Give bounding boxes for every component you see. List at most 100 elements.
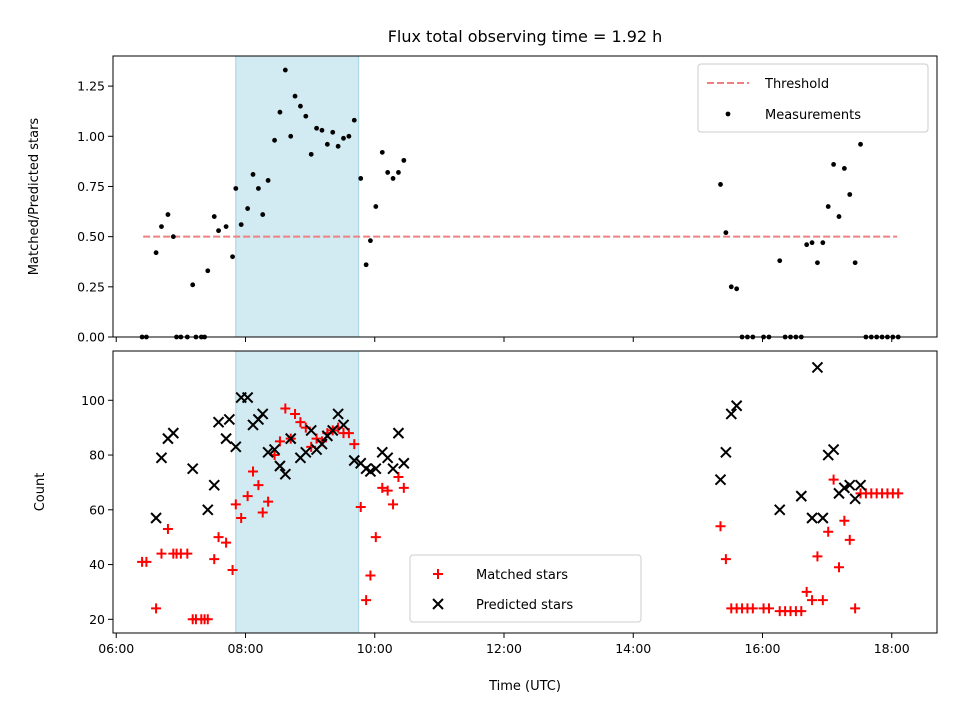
measurement-point [728,284,734,290]
matched-star-point [151,603,162,614]
predicted-star-point [398,457,410,469]
predicted-star-point [316,438,328,450]
measurement-point [256,186,261,191]
predicted-star-point [202,504,214,516]
measurement-point [358,176,364,181]
measurement-point [298,103,303,109]
measurement-point [165,212,171,217]
matched-star-point [720,554,731,565]
measurement-point [330,129,336,135]
matched-star-point [812,551,823,562]
measurement-point [205,268,211,274]
measurement-point [346,133,352,139]
predicted-star-point [262,446,274,459]
matched-star-point [182,548,193,559]
top-legend-box [697,63,929,133]
measurement-point [211,214,217,219]
predicted-star-point [348,454,360,467]
predicted-star-point [392,427,405,439]
top-y-tick-label: 0.25 [77,279,105,294]
measurement-point [314,125,319,131]
matched-star-point [242,491,253,502]
top-y-tick-label: 0.75 [77,179,105,194]
measurement-point [223,224,229,230]
measurement-point [170,234,176,240]
top-y-tick-label: 0.00 [77,330,105,345]
measurement-point [303,113,309,119]
predicted-star-point [827,443,840,456]
predicted-star-point [838,482,851,494]
matched-star-point [221,537,232,548]
matched-star-point [290,408,301,419]
matched-star-point [311,433,322,444]
bottom-y-tick-label: 60 [89,502,105,517]
matched-star-point [833,562,844,573]
measurement-point [324,141,330,147]
matched-star-point [349,439,360,450]
measurement-point [233,186,239,191]
predicted-star-point [774,504,786,516]
predicted-star-point [230,441,242,453]
x-tick-label: 14:00 [615,641,651,656]
matched-star-point [343,428,354,439]
top-y-tick-label: 1.25 [77,79,105,94]
measurement-point [804,242,810,248]
measurement-point [718,182,723,187]
x-axis-label: Time (UTC) [488,679,561,694]
top-legend: Threshold Measurements [697,63,929,133]
measurement-point [825,204,831,209]
bottom-y-axis-label: Count [33,473,48,512]
predicted-star-point [208,479,220,491]
measurement-point [351,117,357,123]
predicted-star-point [364,465,377,478]
measurement-point [777,258,783,264]
matched-star-point [839,515,850,526]
measurement-point [277,109,283,115]
measurement-point [815,260,820,266]
predicted-star-point [155,452,168,464]
x-tick-label: 10:00 [357,641,393,656]
predicted-star-point [212,416,225,428]
matched-star-point [715,521,726,532]
x-tick-label: 08:00 [227,641,263,656]
measurement-point [379,149,385,155]
matched-star-point [763,603,774,614]
measurement-point [401,157,407,163]
top-y-tick-label: 0.50 [77,229,105,244]
predicted-star-point [806,512,818,524]
measurement-point [836,214,842,219]
measurement-point [282,67,288,73]
matched-star-point [382,485,393,496]
matched-star-point [227,565,238,576]
bottom-y-tick-label: 20 [89,612,105,627]
matched-star-point [236,513,247,524]
predicted-star-point [150,512,162,524]
matched-star-point [361,595,372,606]
top-y-axis-label: Matched/Predicted stars [27,118,42,276]
top-y-tick-label: 1.00 [77,129,105,144]
matched-star-point [796,606,807,617]
bottom-y-tick-label: 100 [81,393,105,408]
predicted-star-point [730,400,743,412]
predicted-star-point [720,446,732,459]
matched-star-point [801,586,812,597]
measurement-point [238,222,244,228]
measurement-point [809,240,815,246]
measurement-point [858,141,863,147]
matched-star-point [230,499,241,510]
measurement-point [250,172,256,177]
predicted-star-point [381,452,394,464]
measurement-point [159,224,164,230]
predicted-star-point [795,490,807,502]
bottom-y-tick-label: 40 [89,557,105,572]
matched-star-point [388,499,399,510]
measurement-point [230,254,235,260]
measurement-point [308,151,314,157]
matched-star-point [893,488,904,499]
x-tick-label: 12:00 [486,641,522,656]
measurement-point [272,137,277,143]
measurement-point [319,127,325,133]
top-panel: 0.00 0.25 0.50 0.75 1.00 1.25 Threshold Measure… [77,55,938,345]
matched-star-point [295,417,306,428]
